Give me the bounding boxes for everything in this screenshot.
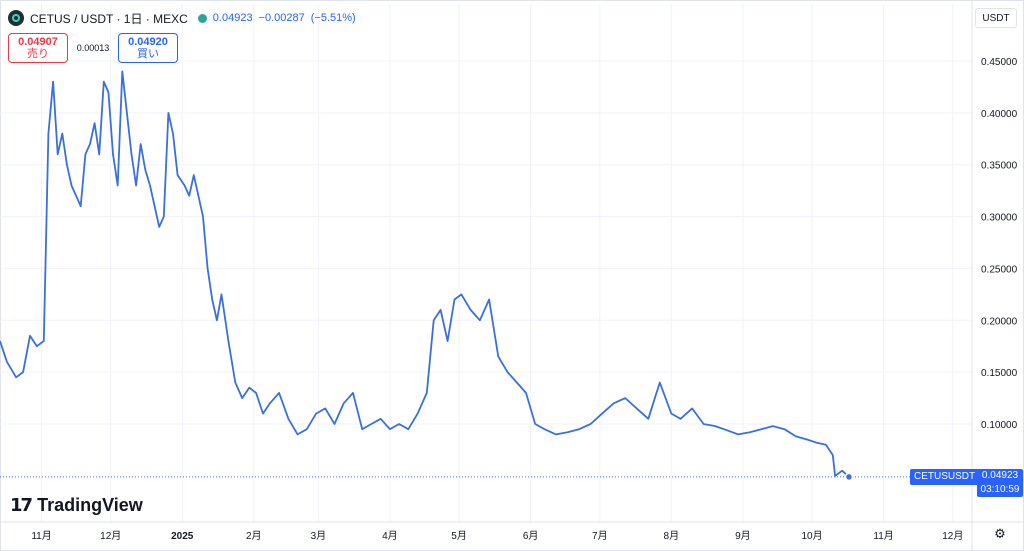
x-tick-label: 9月 bbox=[735, 530, 751, 542]
x-tick-label: 12月 bbox=[100, 530, 121, 542]
x-tick-label: 2025 bbox=[171, 531, 194, 542]
sell-price: 0.04907 bbox=[18, 36, 58, 48]
last-price: 0.04923 bbox=[212, 12, 253, 24]
symbol-header: CETUS / USDT · 1日 · MEXC 0.04923 −0.0028… bbox=[8, 9, 356, 27]
x-tick-label: 3月 bbox=[311, 530, 327, 542]
buy-button[interactable]: 0.04920 買い bbox=[118, 33, 178, 63]
x-tick-label: 10月 bbox=[802, 530, 823, 542]
price-series-line bbox=[0, 70, 850, 478]
tradingview-logo-icon: 17 bbox=[10, 495, 33, 516]
bar-countdown: 03:10:59 bbox=[980, 484, 1020, 495]
y-tick-label: 0.25000 bbox=[981, 264, 1018, 275]
y-tick-label: 0.35000 bbox=[981, 161, 1018, 172]
y-tick-label: 0.10000 bbox=[981, 420, 1018, 431]
symbol-title[interactable]: CETUS / USDT · 1日 · MEXC bbox=[30, 11, 188, 26]
x-tick-label: 6月 bbox=[523, 530, 539, 542]
buy-label: 買い bbox=[137, 48, 159, 60]
x-tick-label: 2月 bbox=[246, 530, 262, 542]
y-tick-label: 0.20000 bbox=[981, 316, 1018, 327]
x-tick-label: 8月 bbox=[664, 530, 680, 542]
y-tick-label: 0.30000 bbox=[981, 213, 1018, 224]
y-tick-label: 0.15000 bbox=[981, 368, 1018, 379]
sell-label: 売り bbox=[27, 48, 49, 60]
y-tick-label: 0.40000 bbox=[981, 109, 1018, 120]
last-point-marker bbox=[844, 472, 854, 482]
trade-buttons: 0.04907 売り 0.00013 0.04920 買い bbox=[8, 33, 178, 63]
last-price-tag-value: 0.04923 bbox=[981, 470, 1019, 481]
market-status-dot bbox=[197, 13, 207, 23]
gear-icon[interactable]: ⚙ bbox=[994, 526, 1006, 541]
x-tick-label: 7月 bbox=[592, 530, 608, 542]
x-tick-label: 11月 bbox=[873, 530, 893, 542]
symbol-price-tag: CETUSUSDT bbox=[910, 469, 980, 485]
sell-button[interactable]: 0.04907 売り bbox=[8, 33, 68, 63]
tradingview-logo-text: TradingView bbox=[37, 495, 143, 515]
y-tick-label: 0.45000 bbox=[981, 57, 1018, 68]
x-tick-label: 4月 bbox=[382, 530, 398, 542]
last-price-tag: 0.04923 03:10:59 bbox=[977, 469, 1023, 497]
x-tick-label: 5月 bbox=[451, 530, 467, 542]
price-change-percent: (−5.51%) bbox=[310, 12, 356, 24]
x-tick-label: 12月 bbox=[942, 530, 963, 542]
currency-selector[interactable]: USDT bbox=[975, 8, 1017, 28]
buy-price: 0.04920 bbox=[128, 36, 168, 48]
price-change: −0.00287 bbox=[258, 12, 305, 24]
x-tick-label: 11月 bbox=[31, 530, 51, 542]
cetus-coin-icon bbox=[8, 10, 24, 26]
tradingview-logo[interactable]: 17 TradingView bbox=[10, 495, 143, 516]
spread-value: 0.00013 bbox=[76, 43, 110, 53]
